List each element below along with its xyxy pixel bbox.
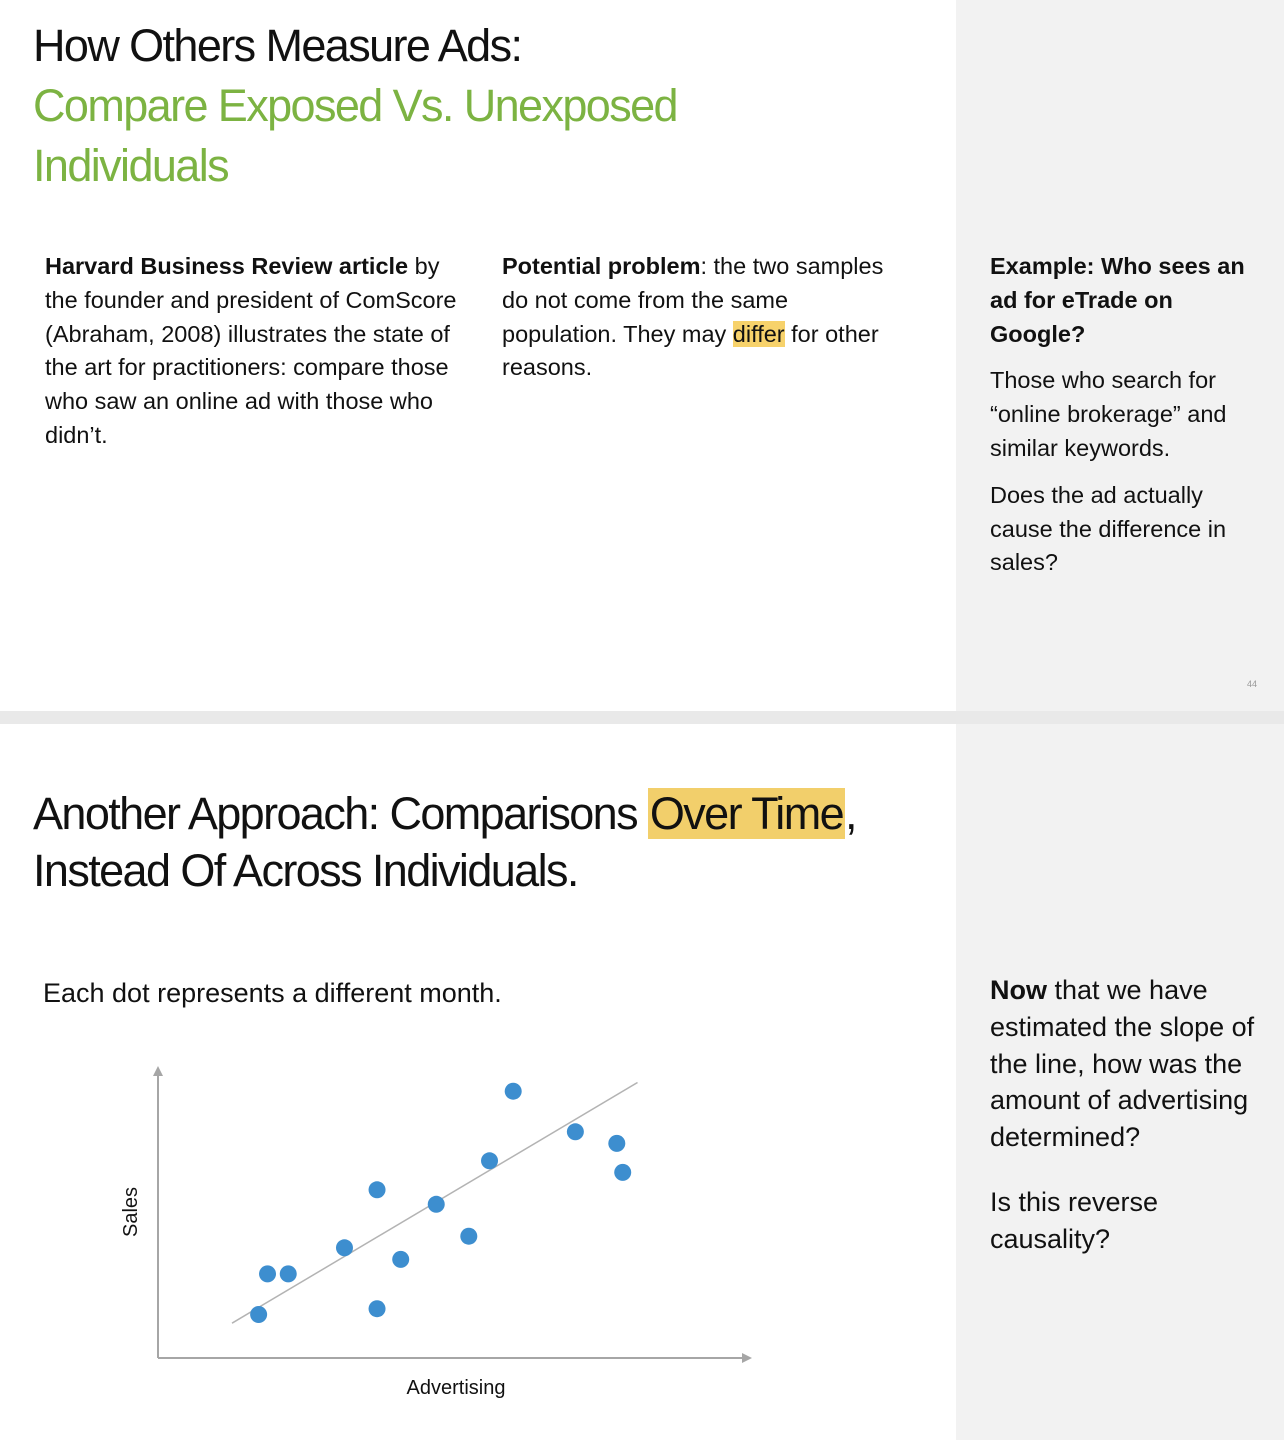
now-bold: Now <box>990 975 1047 1005</box>
slide-subtitle-line1: Compare Exposed Vs. Unexposed <box>33 80 679 131</box>
slide-44: How Others Measure Ads: Compare Exposed … <box>0 0 1284 711</box>
data-point-14 <box>614 1163 632 1181</box>
slide-subtitle-line2: Individuals <box>33 140 230 191</box>
data-point-12 <box>566 1123 584 1141</box>
example-para2: Does the ad actually cause the differenc… <box>990 481 1227 576</box>
chart-caption: Each dot represents a different month. <box>43 978 502 1008</box>
slope-question-text: that we have estimated the slope of the … <box>990 975 1255 1153</box>
data-point-10 <box>481 1152 499 1170</box>
example-heading-text: Example: Who sees an ad for eTrade on Go… <box>990 253 1245 347</box>
problem-paragraph: Potential problem: the two samples do no… <box>502 250 902 385</box>
data-point-4 <box>335 1239 353 1257</box>
reverse-causality-sidebar: Now that we have estimated the slope of … <box>990 972 1260 1258</box>
example-heading: Example: Who sees an ad for eTrade on Go… <box>990 250 1270 351</box>
data-point-11 <box>504 1082 522 1100</box>
page-number: 44 <box>1246 679 1257 689</box>
title-text-after: , <box>845 788 857 839</box>
scatter-chart: Advertising Sales <box>120 1066 752 1399</box>
slide2-title-line1: Another Approach: Comparisons Over Time, <box>33 788 858 840</box>
data-points <box>250 1082 632 1323</box>
data-point-13 <box>608 1134 626 1152</box>
hbr-bold-label: Harvard Business Review article <box>45 253 409 279</box>
highlight-differ: differ <box>732 320 785 347</box>
data-point-3 <box>279 1265 297 1283</box>
y-axis-label: Sales <box>120 1187 142 1237</box>
title-text-before: Another Approach: Comparisons <box>33 788 648 839</box>
slide-title: How Others Measure Ads: <box>33 20 523 71</box>
data-point-9 <box>460 1227 478 1245</box>
example-para1: Those who search for “online brokerage” … <box>990 367 1227 461</box>
hbr-paragraph: Harvard Business Review article by the f… <box>45 250 475 453</box>
x-axis-label: Advertising <box>407 1377 506 1399</box>
reverse-causality-question: Is this reverse causality? <box>990 1186 1159 1254</box>
data-point-5 <box>368 1300 386 1318</box>
sidebar-panel-2 <box>956 724 1284 1440</box>
slide2-title-line2: Instead Of Across Individuals. <box>33 845 579 896</box>
data-point-2 <box>259 1265 277 1283</box>
data-point-7 <box>392 1250 410 1268</box>
data-point-8 <box>427 1195 445 1213</box>
problem-text-before: : the two samples do not come from the s… <box>502 253 884 347</box>
slide-45: Another Approach: Comparisons Over Time,… <box>0 724 1284 1440</box>
highlight-over-time: Over Time <box>647 788 846 839</box>
slope-question: Now that we have estimated the slope of … <box>990 972 1260 1156</box>
data-point-6 <box>368 1181 386 1199</box>
problem-bold-label: Potential problem <box>502 253 701 279</box>
sidebar-panel <box>956 0 1284 711</box>
hbr-text: by the founder and president of ComScore… <box>45 253 457 448</box>
example-sidebar-text: Example: Who sees an ad for eTrade on Go… <box>990 250 1270 580</box>
data-point-1 <box>250 1306 268 1323</box>
problem-text-after: for other reasons. <box>502 320 879 381</box>
